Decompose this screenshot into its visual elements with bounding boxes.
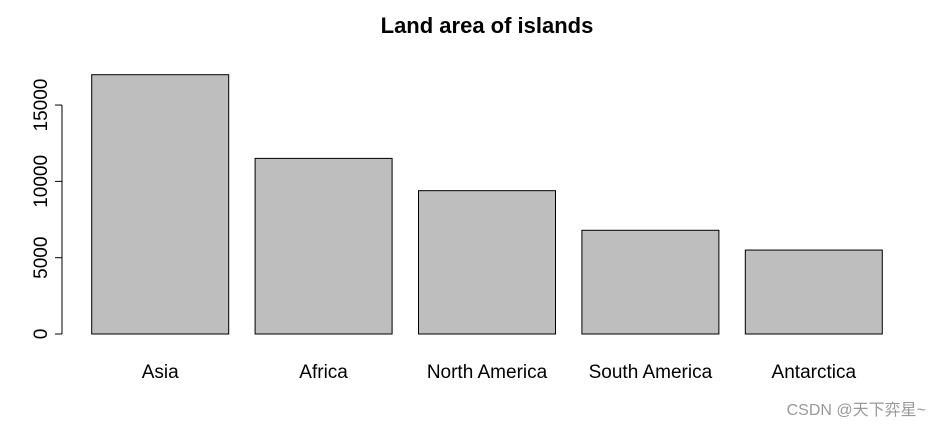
y-tick-label: 10000 <box>31 155 52 208</box>
x-tick-label: South America <box>589 362 713 383</box>
bar <box>418 190 556 335</box>
bar <box>744 249 883 335</box>
y-tick-label: 15000 <box>31 79 52 132</box>
watermark: CSDN @天下弈星~ <box>787 401 926 419</box>
bar <box>581 229 720 335</box>
chart-title: Land area of islands <box>381 13 594 38</box>
y-tick-label: 0 <box>31 329 52 340</box>
x-tick-label: Antarctica <box>772 362 857 383</box>
bar <box>254 157 393 335</box>
y-tick-label: 5000 <box>31 237 52 279</box>
x-tick-label: Africa <box>299 362 348 383</box>
bar <box>91 74 230 335</box>
x-tick-label: Asia <box>142 362 179 383</box>
x-tick-label: North America <box>427 362 548 383</box>
